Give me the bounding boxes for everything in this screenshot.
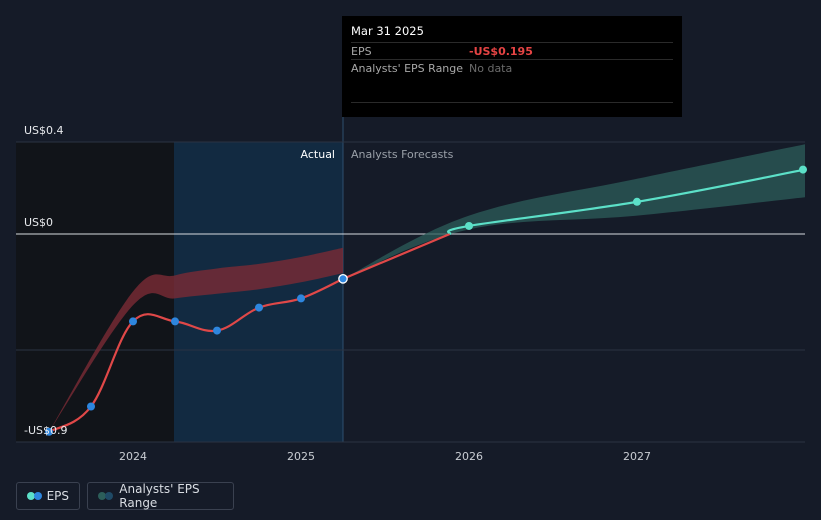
legend-eps-label: EPS [46, 489, 69, 503]
tooltip-divider [351, 102, 673, 103]
eps-forecast-line [446, 168, 806, 236]
tooltip-eps-value: -US$0.195 [469, 44, 533, 58]
eps-actual-point[interactable] [87, 402, 95, 411]
tooltip-eps-row: EPS -US$0.195 [351, 42, 673, 59]
eps-actual-point[interactable] [45, 427, 53, 436]
tooltip-range-row: Analysts' EPS Range No data [351, 59, 673, 76]
eps-actual-point[interactable] [255, 303, 263, 312]
y-tick-label: US$0.4 [24, 124, 64, 137]
eps-forecast-point[interactable] [465, 221, 473, 230]
x-tick-label: 2026 [455, 450, 483, 463]
eps-actual-point[interactable] [171, 317, 179, 326]
tooltip-range-value: No data [469, 61, 513, 75]
grid-lines [16, 141, 805, 443]
x-axis-labels: 2024 2025 2026 2027 [119, 450, 651, 463]
eps-actual-point[interactable] [338, 273, 348, 284]
eps-forecast-point[interactable] [633, 197, 641, 206]
actual-region-label: Actual [301, 148, 335, 161]
legend-range-label: Analysts' EPS Range [119, 482, 200, 510]
eps-actual-point[interactable] [297, 294, 305, 303]
x-tick-label: 2027 [623, 450, 651, 463]
y-axis-labels: US$0.4 US$0 -US$0.9 [24, 124, 68, 437]
range-legend-icon [98, 491, 113, 501]
eps-points[interactable] [45, 165, 807, 436]
y-tick-label: -US$0.9 [24, 424, 68, 437]
legend-range-button[interactable]: Analysts' EPS Range [87, 482, 234, 510]
x-tick-label: 2025 [287, 450, 315, 463]
eps-forecast-point[interactable] [799, 165, 807, 174]
x-tick-label: 2024 [119, 450, 147, 463]
eps-legend-icon [27, 491, 42, 501]
legend-eps-button[interactable]: EPS [16, 482, 80, 510]
y-tick-label: US$0 [24, 216, 53, 229]
eps-tooltip: Mar 31 2025 EPS -US$0.195 Analysts' EPS … [342, 16, 682, 117]
actual-range-band [49, 247, 343, 432]
forecast-region-label: Analysts Forecasts [351, 148, 454, 161]
eps-lines [48, 168, 806, 433]
eps-actual-point[interactable] [213, 326, 221, 335]
eps-actual-line [48, 277, 344, 433]
eps-forecast-negative-line [342, 232, 451, 280]
tooltip-range-label: Analysts' EPS Range [351, 61, 464, 75]
tooltip-eps-label: EPS [351, 44, 372, 58]
eps-actual-point[interactable] [129, 317, 137, 326]
tooltip-date: Mar 31 2025 [351, 24, 424, 38]
